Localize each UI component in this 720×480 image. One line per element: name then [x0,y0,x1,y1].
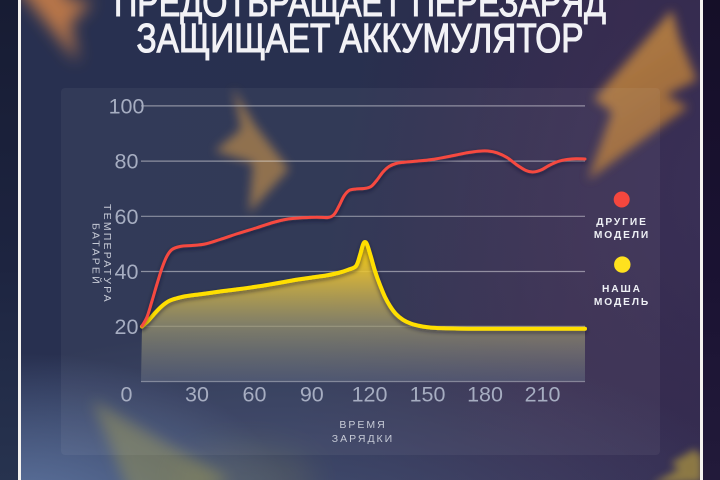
svg-text:80: 80 [115,150,139,174]
svg-text:0: 0 [121,383,133,407]
svg-text:150: 150 [410,383,446,407]
svg-text:210: 210 [525,383,561,407]
svg-text:100: 100 [109,94,145,118]
svg-text:120: 120 [352,383,388,407]
svg-text:180: 180 [467,383,503,407]
svg-text:ПРЕДОТВРАЩАЕТ ПЕРЕЗАРЯД: ПРЕДОТВРАЩАЕТ ПЕРЕЗАРЯД [114,0,606,25]
svg-text:30: 30 [185,383,209,407]
svg-text:40: 40 [115,260,139,284]
svg-text:90: 90 [300,383,324,407]
svg-text:ЗАЩИЩАЕТ АККУМУЛЯТОР: ЗАЩИЩАЕТ АККУМУЛЯТОР [137,15,584,61]
svg-text:20: 20 [115,315,139,339]
svg-text:60: 60 [243,383,267,407]
svg-text:60: 60 [115,205,139,229]
